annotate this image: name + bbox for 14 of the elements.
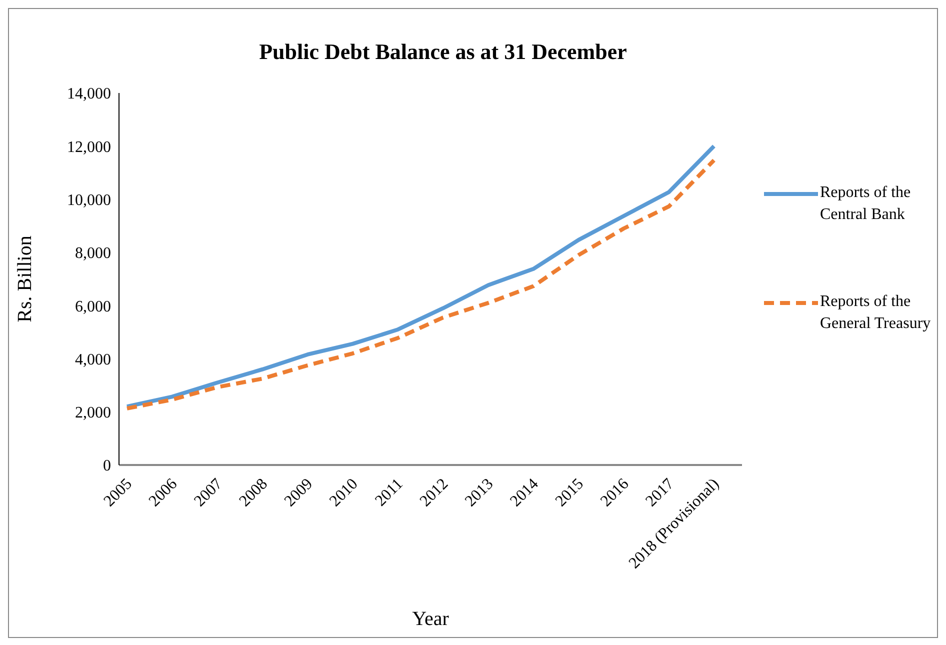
y-tick-label: 10,000 — [67, 192, 111, 209]
legend-label: Reports of the Central Bank — [820, 183, 912, 225]
y-tick-label: 14,000 — [67, 86, 111, 103]
y-tick-label: 0 — [103, 458, 111, 475]
y-axis-title: Rs. Billion — [14, 236, 36, 322]
chart-title: Public Debt Balance as at 31 December — [258, 39, 628, 65]
x-axis-title: Year — [412, 608, 450, 630]
y-tick-label: 6,000 — [75, 298, 111, 316]
y-tick-label: 4,000 — [75, 351, 111, 368]
y-tick-label: 8,000 — [75, 245, 111, 262]
legend-label: Reports of the General Treasury — [820, 292, 932, 334]
y-tick-label: 12,000 — [67, 138, 111, 156]
y-tick-label: 2,000 — [75, 404, 111, 422]
x-tick-label: 2011 — [372, 475, 406, 510]
